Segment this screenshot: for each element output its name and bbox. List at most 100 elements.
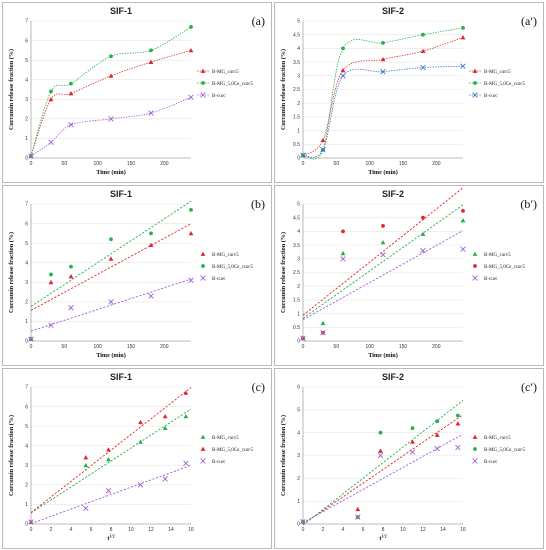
data-point — [83, 455, 89, 460]
data-point — [434, 445, 440, 452]
y-tick-label: 6 — [25, 221, 28, 227]
data-point — [68, 274, 74, 279]
data-point — [421, 215, 425, 220]
legend-entry: B-MG_5,0Ce_curc5 — [469, 81, 525, 87]
data-point — [148, 59, 154, 65]
legend-label: B-MG_5,0Ce_curc5 — [212, 448, 253, 453]
y-tick-label: 7 — [25, 19, 28, 25]
data-point — [380, 251, 386, 258]
data-point — [378, 448, 383, 453]
data-point — [460, 218, 466, 223]
y-tick-label: 1 — [25, 502, 28, 508]
x-tick-label: 150 — [399, 161, 408, 167]
data-point — [435, 419, 440, 424]
y-tick-label: 5 — [25, 241, 28, 247]
panel-label: (c′) — [521, 380, 537, 394]
x-tick-label: 150 — [399, 344, 408, 350]
data-point — [183, 413, 189, 419]
legend-marker — [200, 458, 206, 464]
chart-panel-b-prime: 0 0.5 1 1.5 2 2.5 3 3.5 4 4.5 5 0 50 100 150 200 SIF-2 (b… — [274, 185, 544, 366]
panel-label: (a) — [252, 14, 265, 28]
y-tick-label: 5 — [25, 424, 28, 430]
y-tick-label: 3.5 — [293, 60, 300, 66]
x-tick-label: 200 — [160, 161, 169, 167]
data-point — [320, 330, 326, 336]
y-tick-label: 1.5 — [293, 115, 300, 121]
y-tick-label: 3 — [25, 97, 28, 103]
y-axis-label: Curcumin release fraction (%) — [280, 415, 287, 496]
data-point — [28, 519, 34, 525]
chart-title: SIF-1 — [110, 189, 132, 199]
x-tick-label: 0 — [302, 344, 305, 350]
chart-panel-c-prime: 0 1 2 3 4 5 6 0 2 4 6 8 10 12 14 16 SIF-2 (c′) t1/2 Curcumi… — [274, 368, 544, 549]
y-tick-label: 0 — [25, 156, 28, 162]
y-tick-label: 0.5 — [293, 142, 300, 148]
legend-label: B-curc — [212, 460, 226, 465]
legend-entry: B-curc — [469, 92, 498, 99]
series-line — [302, 37, 464, 156]
data-point — [48, 96, 54, 102]
y-tick-label: 3 — [25, 280, 28, 286]
series-b-curc — [28, 94, 194, 159]
data-point — [460, 246, 466, 252]
series-b-curc — [28, 277, 194, 342]
y-tick-label: 0 — [25, 522, 28, 528]
data-point — [378, 430, 383, 435]
x-axis-label: Time (min) — [96, 169, 126, 176]
data-point — [108, 73, 114, 78]
x-axis-label: t1/2 — [107, 534, 114, 543]
legend-label: B-MG_curc5 — [484, 436, 511, 441]
x-tick-label: 0 — [30, 161, 33, 167]
y-tick-label: 3 — [25, 463, 28, 469]
series-b-curc — [300, 433, 464, 525]
data-point — [320, 320, 326, 326]
data-point — [148, 110, 154, 116]
data-point — [106, 447, 111, 452]
data-point — [28, 153, 34, 159]
data-point — [109, 237, 113, 242]
y-tick-label: 3.5 — [293, 243, 300, 249]
series-b-mg-5-0ce-curc5 — [29, 200, 193, 341]
y-axis-label: Curcumin release fraction (%) — [8, 415, 15, 496]
data-point — [340, 256, 346, 262]
series-b-curc — [28, 460, 192, 525]
data-point — [355, 506, 361, 512]
legend-marker — [473, 447, 477, 451]
y-tick-label: 2 — [25, 300, 28, 306]
data-point — [355, 514, 361, 520]
y-tick-label: 4 — [297, 229, 300, 235]
legend-label: B-MG_5,0Ce_curc5 — [484, 265, 525, 270]
data-point — [420, 64, 426, 71]
data-point — [320, 147, 326, 153]
data-point — [377, 452, 384, 459]
trendline — [302, 400, 464, 526]
x-tick-label: 50 — [334, 344, 340, 350]
series-line — [302, 27, 464, 160]
data-point — [49, 272, 53, 277]
x-tick-label: 4 — [342, 527, 345, 533]
data-point — [460, 35, 466, 40]
data-point — [149, 231, 153, 236]
data-point — [300, 152, 306, 158]
data-point — [68, 305, 74, 311]
legend-entry: B-MG_curc5 — [472, 251, 511, 258]
series-b-curc — [300, 230, 466, 341]
legend-marker — [472, 251, 478, 256]
x-tick-label: 200 — [160, 344, 169, 350]
legend-marker — [200, 68, 206, 73]
x-tick-label: 16 — [188, 527, 194, 533]
data-point — [162, 476, 168, 482]
data-point — [162, 413, 168, 419]
data-point — [49, 89, 53, 94]
x-tick-label: 50 — [62, 161, 68, 167]
series-b-mg-5-0ce-curc5 — [301, 400, 464, 526]
data-point — [420, 231, 426, 237]
legend-entry: B-MG_curc5 — [472, 434, 511, 441]
series-b-mg-5-0ce-curc5 — [301, 187, 465, 341]
legend-marker — [200, 251, 206, 256]
data-point — [83, 505, 89, 512]
y-tick-label: 3 — [297, 74, 300, 80]
x-tick-label: 16 — [460, 527, 466, 533]
